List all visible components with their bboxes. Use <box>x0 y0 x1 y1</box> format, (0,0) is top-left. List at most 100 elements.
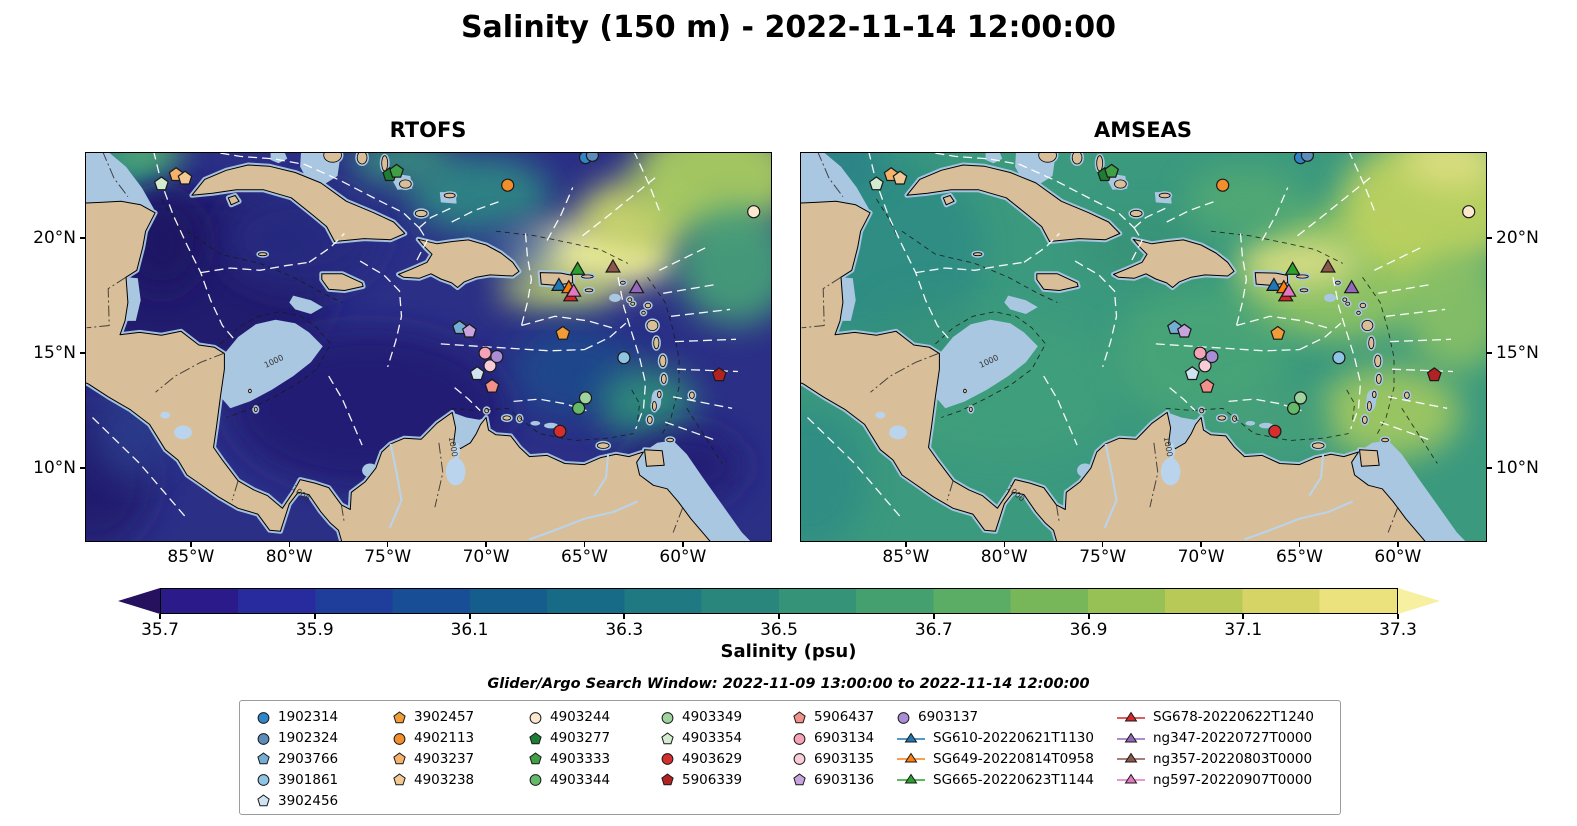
argo-pentagon-icon <box>257 752 270 765</box>
map-marker-5906339 <box>711 367 727 382</box>
colorbar-tick-mark <box>778 614 780 619</box>
map-marker-ng597-20220907T0000 <box>1280 282 1297 297</box>
legend-item-1902314: 1902314 <box>256 707 338 728</box>
colorbar-body <box>160 588 1398 614</box>
legend-item-SG665-20220623T1144: SG665-20220623T1144 <box>896 769 1094 790</box>
colorbar-tick-mark <box>1242 614 1245 619</box>
argo-pentagon-icon <box>529 752 542 765</box>
legend-label: 4902113 <box>414 730 475 747</box>
x-tick-label: 70°W <box>1177 547 1225 567</box>
map-marker-ng597-20220907T0000 <box>565 282 582 297</box>
argo-pentagon-icon <box>393 752 406 765</box>
x-tick-label: 65°W <box>1276 547 1323 567</box>
legend-item-4903237: 4903237 <box>392 749 474 770</box>
x-tick-mark <box>190 542 192 547</box>
legend-item-SG678-20220622T1240: SG678-20220622T1240 <box>1116 707 1314 728</box>
legend-label: 4903349 <box>682 709 743 726</box>
map-marker-4902113 <box>501 178 515 192</box>
colorbar-tick-label: 35.7 <box>141 620 179 640</box>
legend-label: ng597-20220907T0000 <box>1153 771 1313 788</box>
x-tick-label: 60°W <box>1374 547 1422 567</box>
legend-label: 4903244 <box>550 709 611 726</box>
argo-pentagon-icon <box>661 732 674 744</box>
x-tick-mark <box>288 542 291 547</box>
legend-label: 1902324 <box>278 730 339 747</box>
x-tick-label: 85°W <box>167 547 215 567</box>
legend-item-5906339: 5906339 <box>660 769 742 790</box>
argo-circle-icon <box>793 753 806 766</box>
legend-label: 4903237 <box>414 750 475 767</box>
map-marker-4903629 <box>1268 424 1282 438</box>
map-marker-SG665-20220623T1144 <box>1284 261 1301 275</box>
x-tick-mark <box>905 542 907 547</box>
map-marker-ng357-20220803T0000 <box>605 258 621 273</box>
argo-pentagon-icon <box>793 711 806 724</box>
x-tick-label: 65°W <box>561 547 608 567</box>
map-marker-4903333 <box>1104 163 1120 178</box>
glider-track-icon <box>1117 753 1145 763</box>
map-marker-6903134 <box>1193 346 1207 360</box>
legend-item-ng347-20220727T0000: ng347-20220727T0000 <box>1116 728 1314 749</box>
map-marker-3902457 <box>1270 325 1286 340</box>
map-marker-3901861 <box>1332 351 1346 365</box>
x-tick-label: 80°W <box>980 547 1028 567</box>
y-tick-label: 15°N <box>1496 343 1539 364</box>
x-tick-mark <box>682 542 684 547</box>
legend-label: SG678-20220622T1240 <box>1153 709 1314 726</box>
legend-column: 3902457 4902113 4903237 4903238 <box>392 707 474 790</box>
map-marker-4903333 <box>389 163 405 178</box>
map-marker-4903354 <box>868 176 884 191</box>
legend-item-6903135: 6903135 <box>792 749 874 770</box>
argo-pentagon-icon <box>661 773 674 786</box>
map-marker-4903344 <box>572 401 586 415</box>
map-marker-6903136 <box>461 323 477 338</box>
x-tick-mark <box>386 542 389 547</box>
x-tick-label: 70°W <box>462 547 510 567</box>
colorbar-tick-mark <box>468 614 471 619</box>
argo-circle-icon <box>257 732 270 745</box>
legend-item-4902113: 4902113 <box>392 728 474 749</box>
legend-item-6903137: 6903137 <box>896 707 1094 728</box>
panel-title-rtofs: RTOFS <box>389 118 467 142</box>
y-tick-label: 15°N <box>33 343 76 364</box>
map-marker-1902324 <box>585 153 599 162</box>
legend-item-4903238: 4903238 <box>392 769 474 790</box>
y-tick-label: 20°N <box>33 228 76 249</box>
argo-circle-icon <box>661 711 674 724</box>
y-tick-mark <box>1487 237 1492 239</box>
map-marker-SG610-20220621T1130 <box>550 277 567 291</box>
legend-item-SG649-20220814T0958: SG649-20220814T0958 <box>896 749 1094 770</box>
colorbar-tick-label: 36.7 <box>914 620 953 640</box>
x-tick-mark <box>1200 542 1202 547</box>
legend-label: 5906437 <box>814 709 875 726</box>
x-tick-label: 80°W <box>265 547 313 567</box>
argo-circle-icon <box>529 711 542 724</box>
legend-label: 2903766 <box>278 750 339 767</box>
legend-label: 4903238 <box>414 771 475 788</box>
isobath-label: 1000 <box>1162 436 1174 458</box>
argo-pentagon-icon <box>257 794 270 807</box>
legend-item-3901861: 3901861 <box>256 769 338 790</box>
glider-track-icon <box>897 773 925 784</box>
argo-circle-icon <box>257 711 270 724</box>
map-panel-amseas: 1000 1000 1000 <box>800 152 1487 542</box>
map-marker-5906437 <box>1199 378 1215 393</box>
colorbar-tick-label: 37.3 <box>1379 620 1417 640</box>
x-tick-mark <box>583 542 586 547</box>
map-marker-4903344 <box>1287 401 1301 415</box>
map-marker-6903137 <box>490 349 504 364</box>
x-tick-mark <box>485 542 487 547</box>
legend-label: 4903629 <box>682 750 743 767</box>
legend-item-6903134: 6903134 <box>792 728 874 749</box>
glider-track-icon <box>1117 711 1145 722</box>
legend-item-2903766: 2903766 <box>256 749 338 770</box>
legend-label: 4903333 <box>550 750 611 767</box>
legend-label: ng347-20220727T0000 <box>1153 730 1313 747</box>
x-tick-mark <box>1101 542 1104 547</box>
map-marker-ng357-20220803T0000 <box>1320 258 1336 273</box>
map-marker-4903349 <box>1293 391 1308 405</box>
argo-circle-icon <box>897 711 910 724</box>
map-marker-4903238 <box>892 170 908 185</box>
colorbar-tick-mark <box>159 614 161 619</box>
